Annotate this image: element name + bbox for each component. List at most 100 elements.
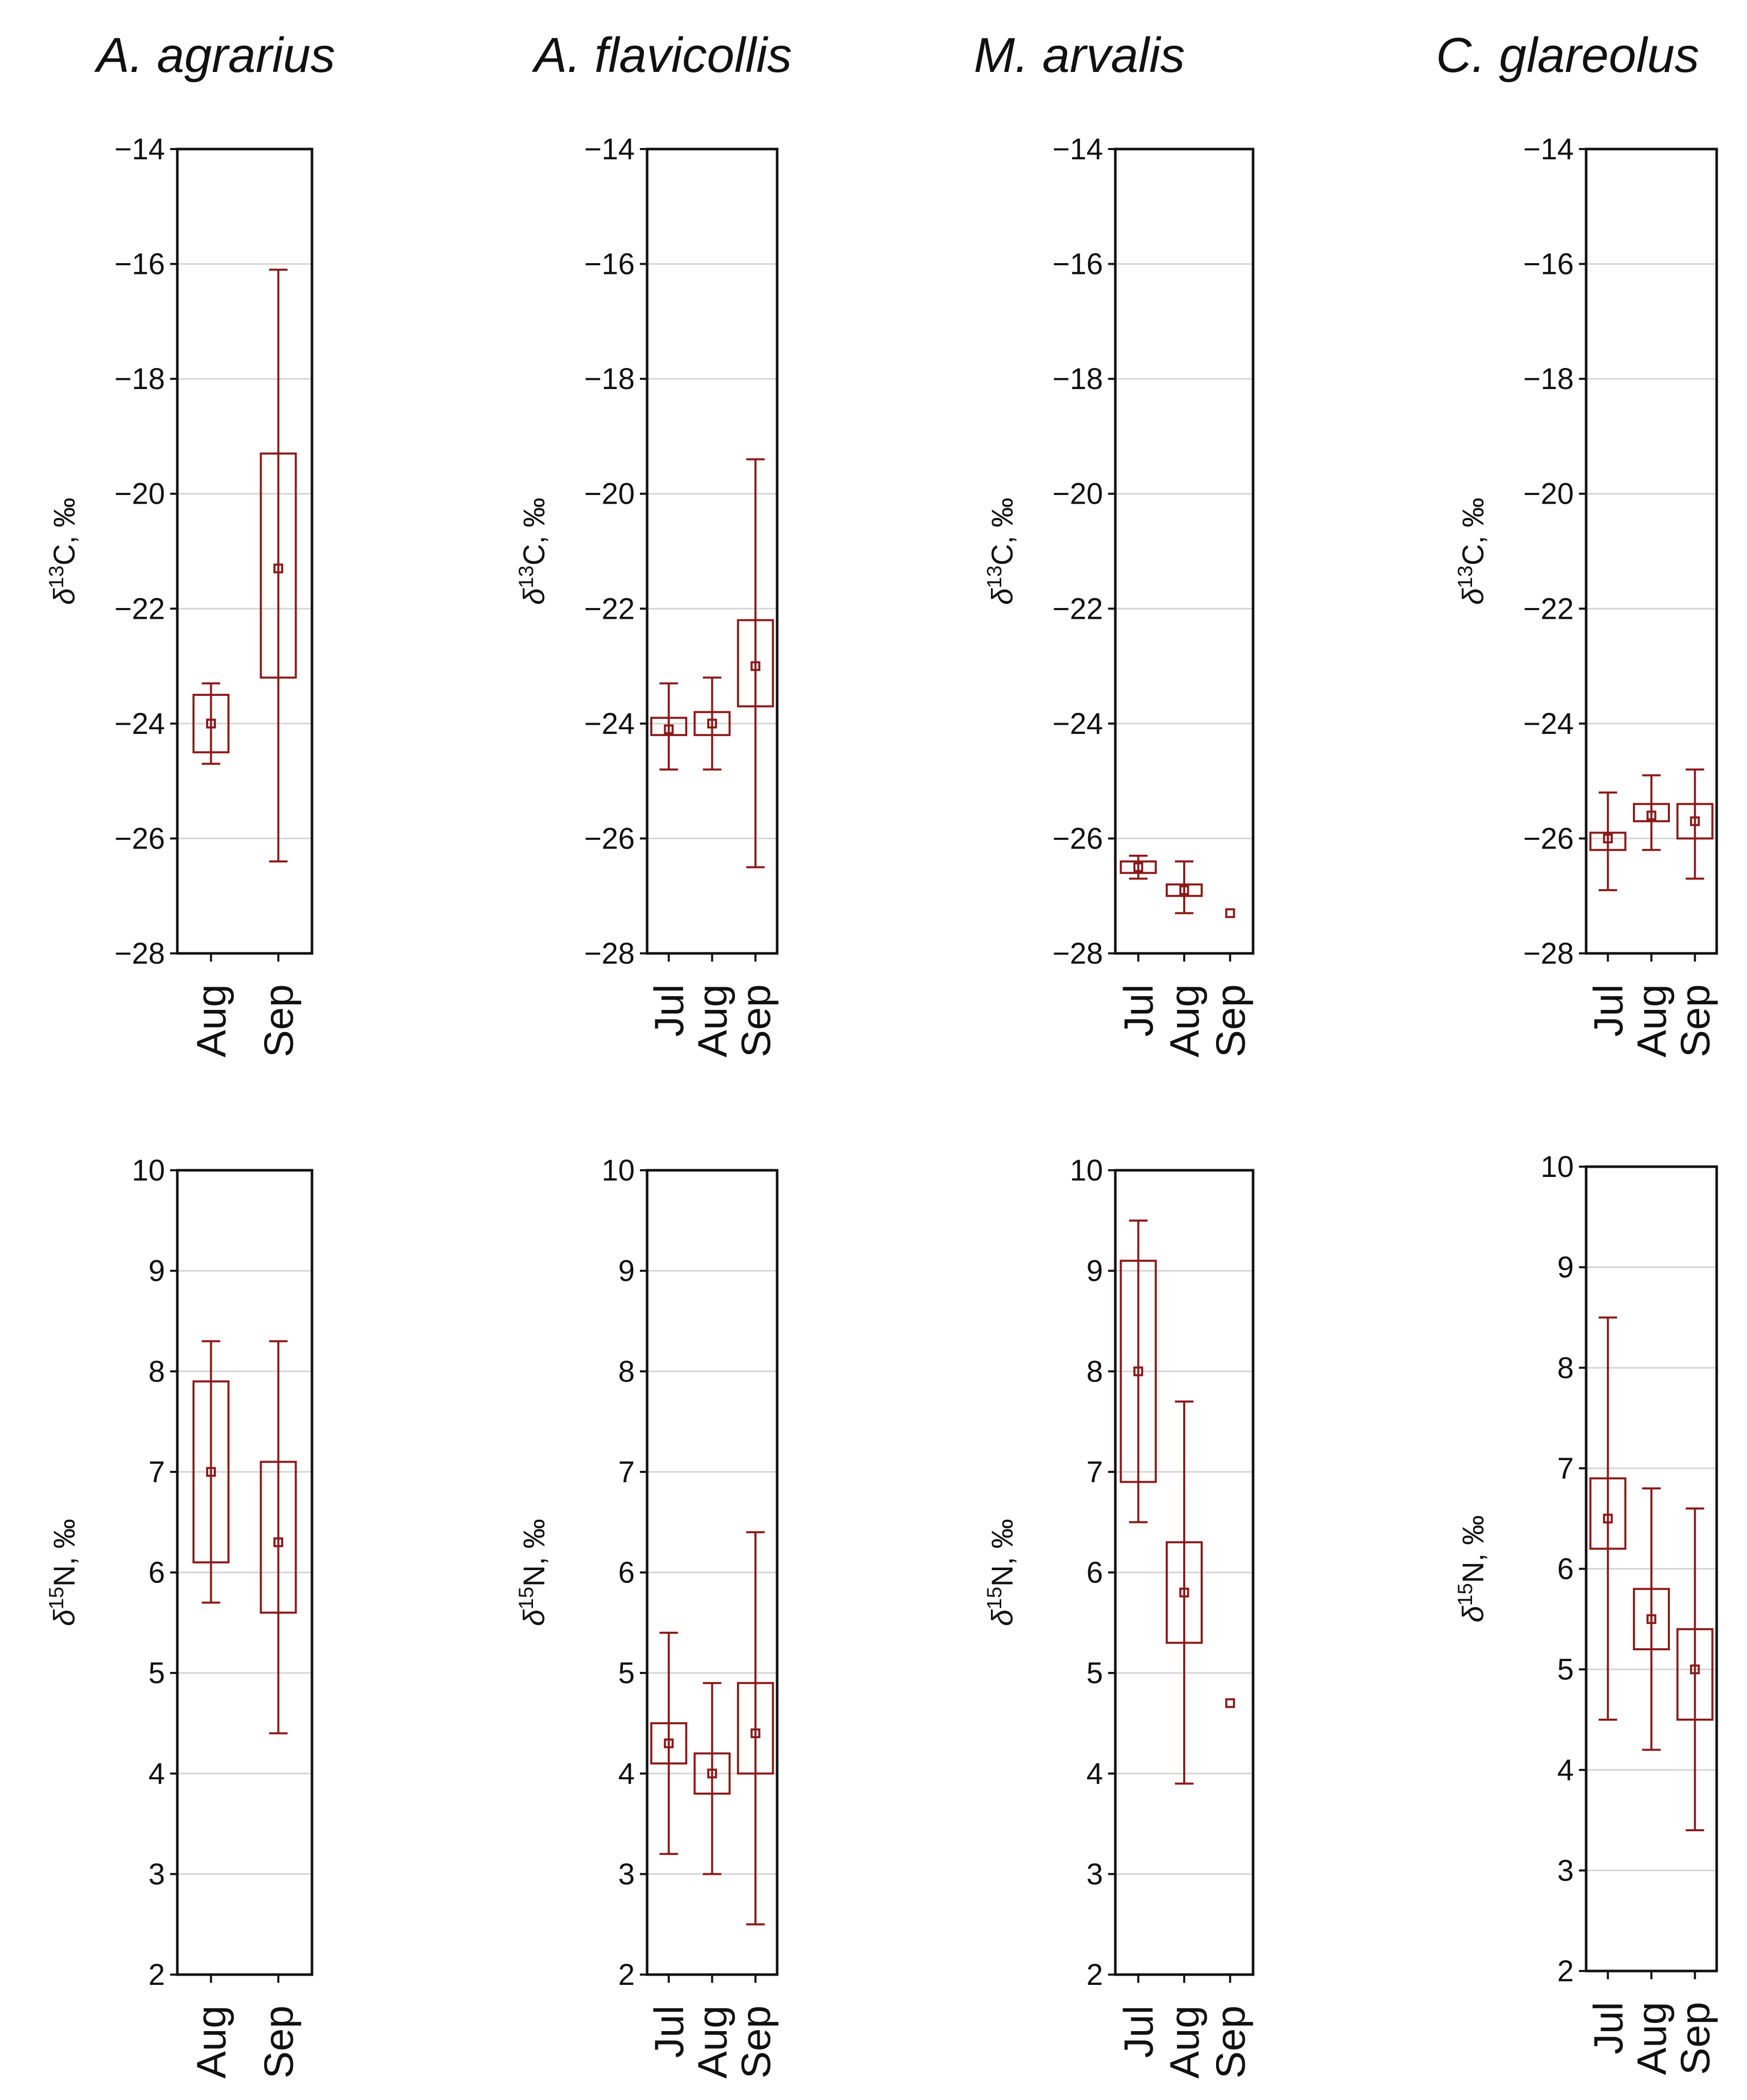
x-tick-label: Aug [690, 984, 735, 1057]
iqr-box [1119, 860, 1157, 874]
median-marker [664, 1738, 674, 1748]
box-aug [1166, 1400, 1203, 1785]
x-tick-label: Aug [1162, 2005, 1207, 2078]
x-tick-label: Aug [189, 2005, 234, 2078]
box-sep [737, 458, 774, 869]
box-sep [1676, 768, 1714, 880]
x-tick-label: Jul [1585, 2002, 1631, 2054]
y-tick-label: −22 [1523, 592, 1574, 625]
x-tick-label: Jul [1585, 984, 1631, 1037]
median-marker [1646, 1614, 1657, 1624]
x-tick-label: Jul [646, 2005, 692, 2058]
y-tick-label: 5 [618, 1656, 635, 1690]
y-tick-label: −26 [115, 822, 165, 855]
box-sep [260, 268, 297, 863]
median-marker [1603, 1514, 1613, 1524]
x-tick-label: Sep [733, 2005, 779, 2078]
y-tick-label: 3 [618, 1857, 635, 1891]
y-tick-label: −24 [1523, 707, 1574, 741]
box-aug [192, 1340, 230, 1604]
y-tick-label: −18 [115, 362, 165, 396]
iqr-box [737, 619, 774, 708]
iqr-box [192, 1380, 230, 1563]
y-tick-label: 6 [618, 1556, 635, 1590]
y-axis-label: δ13C, ‰ [515, 498, 551, 605]
y-axis-label: δ13C, ‰ [1454, 498, 1490, 605]
plot-frame [1114, 148, 1255, 955]
box-aug [1633, 1487, 1670, 1751]
y-tick-label: 5 [149, 1656, 165, 1690]
x-tick-label: Sep [256, 984, 302, 1057]
y-tick-label: 10 [1070, 1154, 1103, 1187]
y-tick-label: 7 [149, 1456, 165, 1489]
y-tick-label: −20 [1523, 477, 1574, 511]
median-marker [1179, 1588, 1189, 1598]
y-tick-label: −26 [584, 822, 635, 855]
y-tick-label: 9 [1557, 1251, 1574, 1284]
box-jul [1119, 854, 1157, 880]
iqr-box [737, 1682, 774, 1775]
x-tick-label: Aug [1629, 984, 1675, 1057]
median-marker [273, 1537, 283, 1548]
species-title: A. flavicollis [531, 28, 792, 83]
y-tick-label: 7 [1557, 1452, 1574, 1485]
y-tick-label: 4 [149, 1757, 165, 1791]
iqr-box [650, 716, 688, 736]
box-aug [693, 1682, 731, 1875]
panel-7: 10 9 8 7 6 5 4 3 2 δ15N, ‰ Jul Aug Sep [983, 1154, 1255, 2078]
y-tick-label: 4 [1087, 1757, 1103, 1791]
x-tick-label: Aug [189, 984, 234, 1057]
panel-5: 10 9 8 7 6 5 4 3 2 δ15N, ‰ Aug Sep [45, 1154, 314, 2078]
iqr-box [1119, 1260, 1157, 1483]
x-tick-label: Jul [646, 984, 692, 1037]
plot-frame [176, 148, 314, 955]
box-jul [1119, 1219, 1157, 1523]
x-tick-label: Sep [1672, 2002, 1718, 2075]
y-tick-label: −22 [584, 592, 635, 625]
median-marker [750, 1728, 761, 1738]
y-tick-label: 8 [149, 1355, 165, 1388]
y-axis-label: δ15N, ‰ [983, 1519, 1019, 1626]
y-tick-label: −28 [584, 937, 635, 970]
x-tick-label: Sep [1207, 2005, 1253, 2078]
y-tick-label: 10 [132, 1154, 165, 1187]
median-marker [1690, 1664, 1700, 1674]
box-sep [1225, 1698, 1235, 1708]
box-sep [260, 1340, 297, 1735]
y-tick-label: −16 [1523, 248, 1574, 281]
median-marker [1133, 862, 1144, 872]
y-tick-label: −24 [1053, 707, 1103, 741]
y-tick-label: −14 [1053, 133, 1103, 166]
median-marker [1603, 833, 1613, 843]
y-tick-label: −20 [115, 477, 165, 511]
iqr-box [693, 711, 731, 736]
y-tick-label: 6 [1557, 1553, 1574, 1586]
box-sep [1676, 1507, 1714, 1832]
y-tick-label: 3 [1087, 1857, 1103, 1891]
iqr-box [1589, 1477, 1627, 1550]
y-tick-label: 7 [618, 1456, 635, 1489]
iqr-box [1676, 803, 1714, 840]
y-tick-label: −28 [1523, 937, 1574, 970]
median-marker [707, 1769, 717, 1779]
median-marker [750, 661, 761, 671]
y-tick-label: 9 [149, 1255, 165, 1288]
y-tick-label: −18 [1053, 362, 1103, 396]
box-sep [737, 1531, 774, 1926]
box-jul [1589, 791, 1627, 892]
y-tick-label: 6 [1087, 1556, 1103, 1590]
iqr-box [1166, 883, 1203, 897]
iqr-box [260, 1461, 297, 1614]
median-marker [1225, 1698, 1235, 1708]
y-tick-label: 8 [1557, 1351, 1574, 1385]
median-marker [664, 724, 674, 734]
x-tick-label: Jul [1116, 984, 1162, 1037]
median-marker [1690, 816, 1700, 826]
y-tick-label: 4 [1557, 1754, 1574, 1787]
y-tick-label: −28 [1053, 937, 1103, 970]
y-tick-label: 3 [149, 1857, 165, 1891]
box-sep [1225, 908, 1235, 918]
